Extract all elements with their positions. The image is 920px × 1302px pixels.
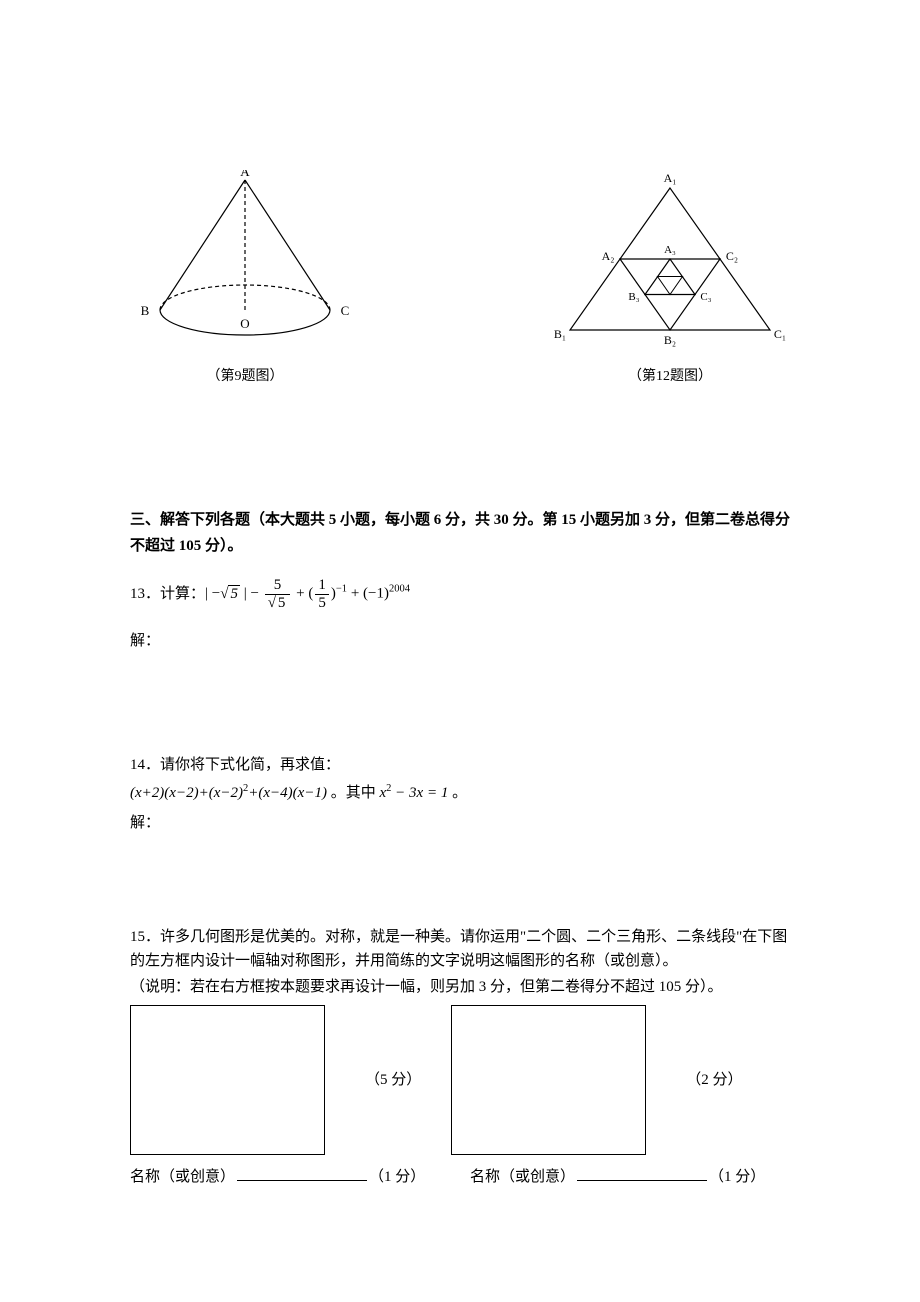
q15-note: （说明：若在右方框按本题要求再设计一幅，则另加 3 分，但第二卷得分不超过 10… (130, 975, 790, 999)
question-14: 14．请你将下式化简，再求值： (x+2)(x−2)+(x−2)2+(x−4)(… (130, 753, 790, 835)
figure-9-caption: （第9题图） (207, 366, 284, 388)
q13-prefix: 13．计算： (130, 582, 205, 606)
name-points-left: （1 分） (369, 1165, 425, 1189)
q13-expression: | −5 | − 55 + (15)−1 + (−1)2004 (205, 577, 410, 611)
name-label-right: 名称（或创意） (470, 1165, 575, 1189)
label-A2: A₂ (602, 249, 615, 263)
figure-12-caption: （第12题图） (628, 366, 712, 388)
label-B1: B₁ (554, 327, 566, 341)
label-B: B (141, 303, 150, 318)
label-C2: C₂ (726, 249, 738, 263)
label-C1: C₁ (774, 327, 786, 341)
label-O: O (240, 316, 249, 331)
q13-line: 13．计算： | −5 | − 55 + (15)−1 + (−1)2004 (130, 577, 790, 611)
section-3-heading: 三、解答下列各题（本大题共 5 小题，每小题 6 分，共 30 分。第 15 小… (130, 508, 790, 559)
exam-page: A B C O （第9题图） A₁ B₁ C₁ (0, 0, 920, 1302)
cone-diagram: A B C O (130, 170, 360, 360)
name-label-left: 名称（或创意） (130, 1165, 235, 1189)
nested-triangles-diagram: A₁ B₁ C₁ A₂ B₂ C₂ A₃ B₃ C₃ (550, 170, 790, 360)
q14-prefix: 14．请你将下式化简，再求值： (130, 753, 790, 777)
box2-points: （2 分） (686, 1068, 742, 1092)
name-cell-right: 名称（或创意） （1 分） (470, 1165, 765, 1189)
label-C: C (341, 303, 350, 318)
q15-boxes-row: （5 分） （2 分） (130, 1005, 790, 1155)
label-B2: B₂ (664, 333, 676, 347)
label-B3: B₃ (628, 291, 639, 303)
name-blank-left (237, 1165, 367, 1181)
label-A1: A₁ (664, 171, 677, 185)
label-C3: C₃ (700, 291, 711, 303)
q14-solution-label: 解： (130, 811, 790, 835)
question-15: 15．许多几何图形是优美的。对称，就是一种美。请你运用"二个圆、二个三角形、二条… (130, 925, 790, 1189)
figures-row: A B C O （第9题图） A₁ B₁ C₁ (130, 0, 790, 388)
box1-points: （5 分） (365, 1068, 421, 1092)
label-A3: A₃ (664, 244, 676, 256)
question-13: 13．计算： | −5 | − 55 + (15)−1 + (−1)2004 解… (130, 577, 790, 653)
q14-expression: (x+2)(x−2)+(x−2)2+(x−4)(x−1) 。其中 x2 − 3x… (130, 781, 790, 805)
design-box-right (451, 1005, 646, 1155)
design-box-left (130, 1005, 325, 1155)
q15-name-row: 名称（或创意） （1 分） 名称（或创意） （1 分） (130, 1165, 790, 1189)
q15-intro: 15．许多几何图形是优美的。对称，就是一种美。请你运用"二个圆、二个三角形、二条… (130, 925, 790, 973)
figure-9: A B C O （第9题图） (130, 170, 360, 388)
name-blank-right (577, 1165, 707, 1181)
name-points-right: （1 分） (709, 1165, 765, 1189)
q13-solution-label: 解： (130, 629, 790, 653)
figure-12: A₁ B₁ C₁ A₂ B₂ C₂ A₃ B₃ C₃ （第12题图） (550, 170, 790, 388)
name-cell-left: 名称（或创意） （1 分） (130, 1165, 470, 1189)
label-A: A (240, 170, 250, 179)
